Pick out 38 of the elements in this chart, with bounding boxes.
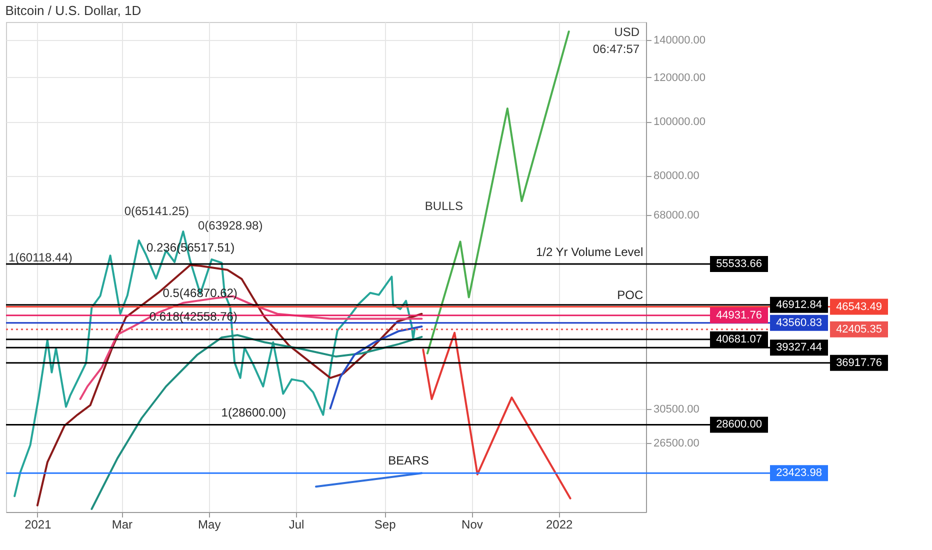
y-tick-label: 100000.00	[654, 116, 706, 128]
annotation: POC	[617, 288, 644, 302]
x-tick-label: Sep	[374, 518, 396, 532]
y-tick-label: 26500.00	[654, 438, 700, 450]
annotation: BULLS	[424, 198, 463, 213]
ref-line-label: 44931.76	[716, 309, 762, 322]
x-tick-label: Nov	[462, 518, 483, 532]
line-series	[426, 30, 570, 354]
ref-line-label: 28600.00	[716, 418, 762, 431]
ref-line-label: 46912.84	[776, 298, 822, 311]
y-tick-label: 30500.00	[654, 404, 700, 416]
x-tick-label: Jul	[288, 518, 304, 532]
y-tick-label: 80000.00	[654, 170, 700, 182]
y-tick-label: 68000.00	[654, 209, 700, 222]
x-tick-label: 2022	[546, 518, 574, 532]
ref-line-label: 42405.35	[836, 323, 882, 336]
annotation: BEARS	[388, 453, 429, 468]
annotation: 1/2 Yr Volume Level	[536, 244, 644, 259]
y-tick-label: 140000.00	[654, 34, 706, 46]
ref-line-label: 55533.66	[716, 258, 762, 270]
x-tick-label: 2021	[24, 518, 52, 532]
ref-line-label: 46543.49	[836, 300, 882, 313]
annotation: 1(28600.00)	[221, 406, 286, 420]
ref-line-label: 23423.98	[776, 467, 822, 480]
ref-line-label: 40681.07	[716, 333, 762, 346]
annotation: 0(65141.25)	[124, 204, 190, 218]
ref-line-label: 39327.44	[776, 342, 822, 354]
x-tick-label: Mar	[112, 518, 133, 532]
chart-title: Bitcoin / U.S. Dollar, 1D	[5, 3, 142, 18]
x-tick-label: May	[198, 518, 221, 532]
annotation: 0(63928.98)	[198, 218, 263, 232]
ref-line-label: 36917.76	[836, 356, 882, 369]
line-series	[329, 326, 423, 410]
annotation: 1(60118.44)	[8, 250, 72, 264]
annotation: 06:47:57	[592, 42, 640, 56]
annotation: USD	[614, 24, 640, 39]
y-tick-label: 120000.00	[654, 72, 706, 84]
ref-line-label: 43560.83	[776, 316, 822, 329]
